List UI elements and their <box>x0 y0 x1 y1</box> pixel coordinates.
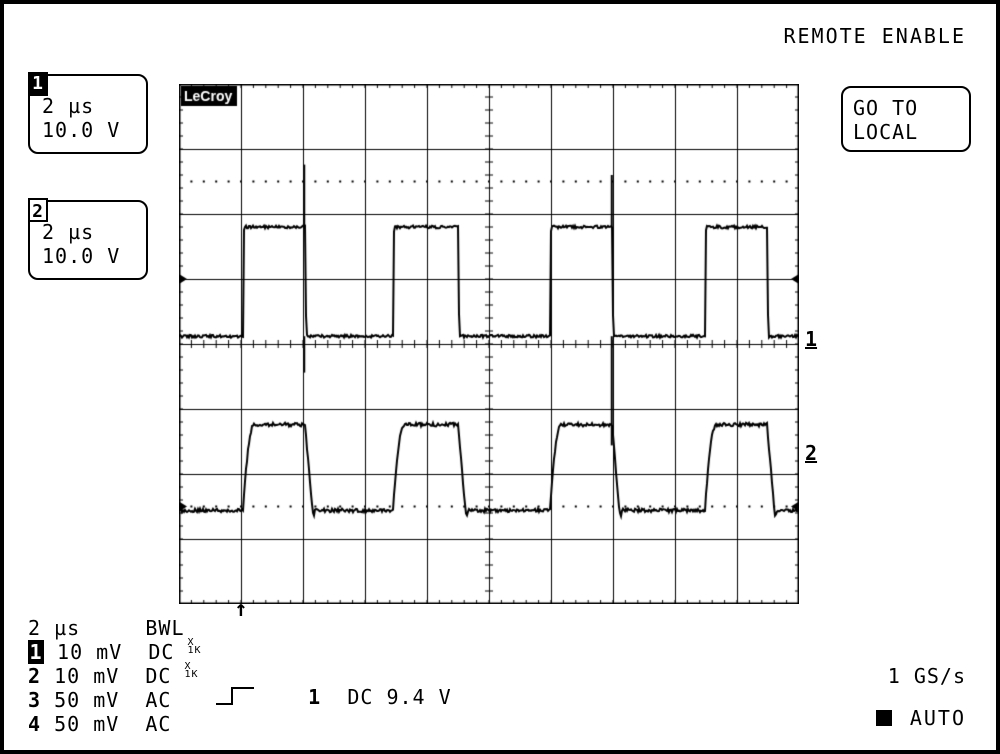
trigger-source: 1 <box>308 685 321 709</box>
channel-timebase: 2 µs <box>42 94 134 118</box>
channel-timebase: 2 µs <box>42 220 134 244</box>
trigger-info: 1 DC 9.4 V <box>214 684 452 709</box>
bottom-channel-row: 2 10 mV DC X1K <box>28 664 202 688</box>
trigger-coupling: DC <box>347 685 373 709</box>
bottom-channel-row: 1 10 mV DC X1K <box>28 640 202 664</box>
sweep-mode: AUTO <box>876 706 966 730</box>
trigger-level: 9.4 V <box>386 685 451 709</box>
bottom-channel-row: 4 50 mV AC <box>28 712 202 736</box>
channel-volts: 10.0 V <box>42 244 134 268</box>
ground-label-ch2: 2 <box>805 441 817 465</box>
stop-icon <box>876 710 892 726</box>
scope-frame: REMOTE ENABLE GO TO LOCAL 12 µs10.0 V22 … <box>0 0 1000 754</box>
bottom-channel-info: 2 µs BWL 1 10 mV DC X1K2 10 mV DC X1K3 5… <box>28 616 202 736</box>
bottom-channel-row: 3 50 mV AC <box>28 688 202 712</box>
channel-num-badge: 2 <box>28 198 48 222</box>
goto-local-line1: GO TO <box>853 96 959 120</box>
goto-local-line2: LOCAL <box>853 120 959 144</box>
trigger-position-arrow: ↑ <box>234 597 247 622</box>
waveform-display[interactable] <box>179 84 799 604</box>
channel-num-badge: 1 <box>28 72 48 96</box>
channel-box-2[interactable]: 22 µs10.0 V <box>28 200 148 280</box>
status-remote: REMOTE ENABLE <box>783 24 966 48</box>
channel-volts: 10.0 V <box>42 118 134 142</box>
goto-local-button[interactable]: GO TO LOCAL <box>841 86 971 152</box>
channel-box-1[interactable]: 12 µs10.0 V <box>28 74 148 154</box>
sample-rate: 1 GS/s <box>888 664 966 688</box>
timebase-bwl-row: 2 µs BWL <box>28 616 202 640</box>
ground-label-ch1: 1 <box>805 327 817 351</box>
